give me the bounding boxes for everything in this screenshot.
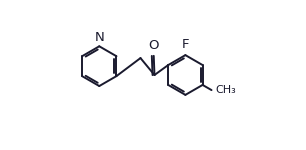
Text: O: O <box>148 39 159 52</box>
Text: F: F <box>182 38 189 51</box>
Text: N: N <box>94 31 104 44</box>
Text: CH₃: CH₃ <box>215 85 236 95</box>
